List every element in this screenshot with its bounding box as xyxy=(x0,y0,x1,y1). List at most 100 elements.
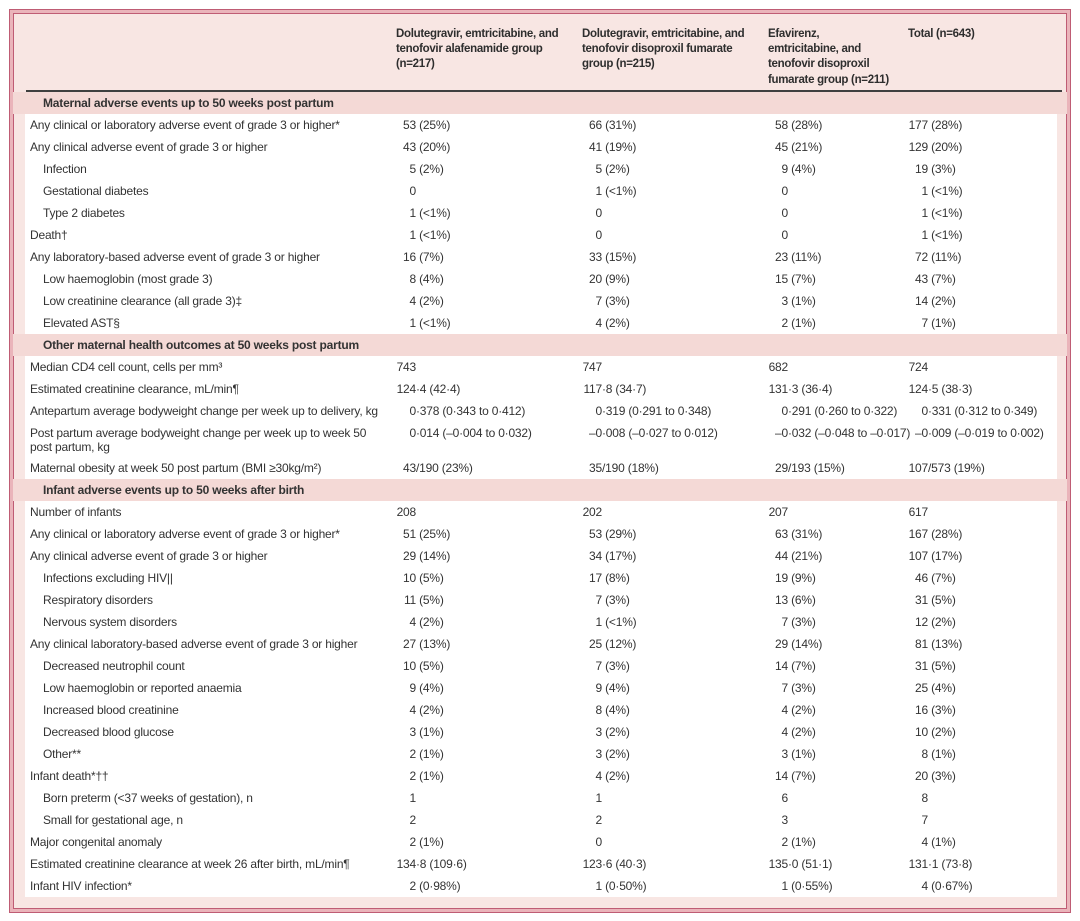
value-cell-group2: 0·319 (0·291 to 0·348) xyxy=(595,404,712,418)
table-row: Any clinical laboratory-based adverse ev… xyxy=(25,633,1057,655)
value-cell-group1: 134·8 (109·6) xyxy=(396,857,467,872)
value-cell-total: 19 (3%) xyxy=(915,162,956,176)
value-cell-group2: 4 (2%) xyxy=(595,316,630,330)
value-cell-group1: 3 (1%) xyxy=(409,725,444,740)
value-cell-group3: 13 (6%) xyxy=(775,593,816,608)
table-row: Born preterm (<37 weeks of gestation), n… xyxy=(25,787,1057,809)
section-header: Other maternal health outcomes at 50 wee… xyxy=(13,334,1067,356)
table-row: Decreased neutrophil count 10 (5%) 7 (3%… xyxy=(25,655,1057,677)
column-header-group2: Dolutegravir, emtricitabine, and tenofov… xyxy=(582,28,745,71)
value-cell-group2: 747 xyxy=(582,360,603,374)
value-cell-group2: 34 (17%) xyxy=(589,549,637,564)
value-cell-total: 8 (1%) xyxy=(921,747,956,762)
table-row: Infant death*†† 2 (1%) 4 (2%) 14 (7%) 20… xyxy=(25,765,1057,787)
row-label: Median CD4 cell count, cells per mm³ xyxy=(30,360,223,374)
row-label: Any clinical adverse event of grade 3 or… xyxy=(30,140,268,154)
row-label: Type 2 diabetes xyxy=(43,206,125,220)
value-cell-total: 12 (2%) xyxy=(915,615,956,630)
table-row: Low haemoglobin (most grade 3) 8 (4%) 20… xyxy=(25,268,1057,290)
row-label: Estimated creatinine clearance at week 2… xyxy=(30,857,350,872)
column-header-group1: Dolutegravir, emtricitabine, and tenofov… xyxy=(396,28,559,71)
value-cell-group3: 29/193 (15%) xyxy=(775,461,845,476)
table-row: Any clinical or laboratory adverse event… xyxy=(25,523,1057,545)
table-row: Infant HIV infection* 2 (0·98%) 1 (0·50%… xyxy=(25,875,1057,897)
value-cell-group2: 1 (<1%) xyxy=(595,615,637,630)
value-cell-total: 617 xyxy=(908,505,929,520)
value-cell-group2: 7 (3%) xyxy=(595,593,630,608)
row-label: Any clinical or laboratory adverse event… xyxy=(30,118,340,132)
value-cell-group1: 9 (4%) xyxy=(409,681,444,696)
value-cell-group2: 41 (19%) xyxy=(589,140,637,154)
value-cell-group3: 44 (21%) xyxy=(775,549,823,564)
row-label: Infection xyxy=(43,162,87,176)
row-label: Increased blood creatinine xyxy=(43,703,179,718)
column-header-total: Total (n=643) xyxy=(908,28,975,40)
value-cell-group2: 35/190 (18%) xyxy=(589,461,659,476)
value-cell-group1: 43/190 (23%) xyxy=(403,461,473,476)
value-cell-group3: 2 (1%) xyxy=(781,316,816,330)
value-cell-group3: 1 (0·55%) xyxy=(781,879,833,894)
row-label: Born preterm (<37 weeks of gestation), n xyxy=(43,791,253,806)
value-cell-group2: 2 xyxy=(595,813,603,828)
value-cell-group2: 7 (3%) xyxy=(595,294,630,308)
value-cell-group3: 14 (7%) xyxy=(775,659,816,674)
table-row: Type 2 diabetes 1 (<1%) 0 0 1 (<1%) xyxy=(25,202,1057,224)
table-row: Respiratory disorders 11 (5%) 7 (3%) 13 … xyxy=(25,589,1057,611)
value-cell-group1: 4 (2%) xyxy=(409,294,444,308)
row-label: Decreased neutrophil count xyxy=(43,659,185,674)
value-cell-group1: 8 (4%) xyxy=(409,272,444,286)
value-cell-group3: 682 xyxy=(768,360,789,374)
value-cell-group2: 0 xyxy=(595,206,603,220)
table-row: Low creatinine clearance (all grade 3)‡ … xyxy=(25,290,1057,312)
value-cell-group1: 2 xyxy=(409,813,417,828)
table-row: Any clinical or laboratory adverse event… xyxy=(25,114,1057,136)
value-cell-group3: 23 (11%) xyxy=(775,250,822,264)
table-row: Infection 5 (2%) 5 (2%) 9 (4%) 19 (3%) xyxy=(25,158,1057,180)
value-cell-group2: 0 xyxy=(595,228,603,242)
value-cell-total: 7 (1%) xyxy=(921,316,956,330)
value-cell-total: 107/573 (19%) xyxy=(908,461,985,476)
value-cell-total: 81 (13%) xyxy=(915,637,963,652)
value-cell-group3: 0 xyxy=(781,206,789,220)
value-cell-group1: 2 (1%) xyxy=(409,747,444,762)
value-cell-total: 31 (5%) xyxy=(915,593,956,608)
value-cell-total: 107 (17%) xyxy=(908,549,963,564)
value-cell-total: 10 (2%) xyxy=(915,725,956,740)
section-header: Infant adverse events up to 50 weeks aft… xyxy=(13,479,1067,502)
row-label: Post partum average bodyweight change pe… xyxy=(30,426,367,455)
value-cell-group1: 11 (5%) xyxy=(403,593,444,608)
table-row: Increased blood creatinine 4 (2%) 8 (4%)… xyxy=(25,699,1057,721)
value-cell-group1: 2 (0·98%) xyxy=(409,879,461,894)
value-cell-total: 7 xyxy=(921,813,929,828)
row-label: Major congenital anomaly xyxy=(30,835,162,850)
row-label: Number of infants xyxy=(30,505,122,520)
value-cell-group3: 63 (31%) xyxy=(775,527,823,542)
value-cell-group3: 14 (7%) xyxy=(775,769,816,784)
value-cell-group1: 1 (<1%) xyxy=(409,228,451,242)
value-cell-group3: 207 xyxy=(768,505,789,520)
row-label: Infant HIV infection* xyxy=(30,879,132,894)
value-cell-group2: 8 (4%) xyxy=(595,703,630,718)
value-cell-group2: 202 xyxy=(582,505,603,520)
value-cell-group2: 1 xyxy=(595,791,603,806)
value-cell-group3: 3 (1%) xyxy=(781,747,816,762)
value-cell-group3: 29 (14%) xyxy=(775,637,823,652)
row-label: Small for gestational age, n xyxy=(43,813,183,828)
table-row: Nervous system disorders 4 (2%) 1 (<1%) … xyxy=(25,611,1057,633)
value-cell-group1: 1 (<1%) xyxy=(409,206,451,220)
value-cell-group2: 3 (2%) xyxy=(595,747,630,762)
row-label: Elevated AST§ xyxy=(43,316,120,330)
row-label: Low haemoglobin (most grade 3) xyxy=(43,272,213,286)
row-label: Low haemoglobin or reported anaemia xyxy=(43,681,242,696)
table-row: Post partum average bodyweight change pe… xyxy=(25,422,1057,457)
value-cell-group1: 2 (1%) xyxy=(409,835,444,850)
header-rule xyxy=(26,90,1062,92)
value-cell-group1: 10 (5%) xyxy=(403,571,444,586)
value-cell-group1: 16 (7%) xyxy=(403,250,444,264)
value-cell-group3: 3 (1%) xyxy=(781,294,816,308)
row-label: Death† xyxy=(30,228,68,242)
table-row: Any clinical adverse event of grade 3 or… xyxy=(25,545,1057,567)
value-cell-group1: 5 (2%) xyxy=(409,162,444,176)
value-cell-group3: 58 (28%) xyxy=(775,118,823,132)
value-cell-group2: 17 (8%) xyxy=(589,571,630,586)
